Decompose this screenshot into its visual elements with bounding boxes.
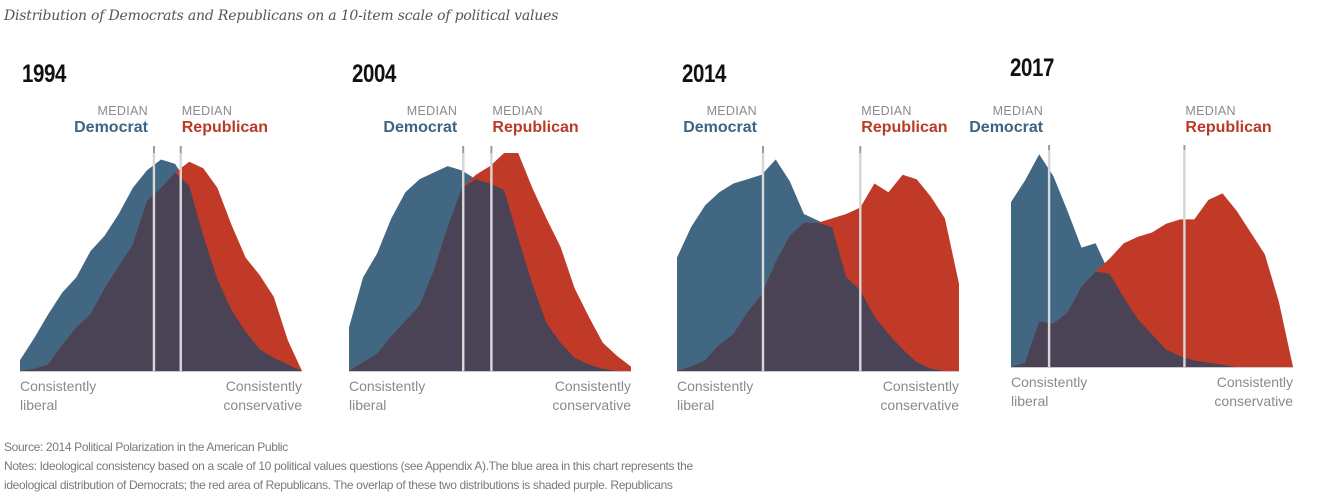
notes-line-1: Notes: Ideological consistency based on … [4, 459, 693, 473]
axis-label-conservative-line1: Consistently [554, 378, 631, 394]
axis-label-conservative: Consistently conservative [521, 377, 631, 415]
axis-label-conservative-line2: conservative [880, 397, 959, 413]
notes-line-2: ideological distribution of Democrats; t… [4, 478, 673, 492]
panel-2017 [1011, 145, 1293, 368]
median-democrat-label: Democrat [683, 119, 757, 136]
footer: Source: 2014 Political Polarization in t… [4, 438, 693, 495]
year-label-1994: 1994 [22, 60, 66, 88]
axis-label-conservative: Consistently conservative [1183, 373, 1293, 411]
median-democrat-caption: MEDIAN [406, 104, 458, 118]
median-democrat-label: Democrat [383, 119, 458, 136]
year-label-2017: 2017 [1010, 54, 1054, 82]
axis-label-conservative-line1: Consistently [225, 378, 302, 394]
overlap-area [1011, 271, 1293, 367]
panel-1994 [20, 146, 302, 372]
chart-title: Distribution of Democrats and Republican… [4, 8, 559, 24]
axis-label-liberal-line2: liberal [1011, 393, 1049, 409]
median-democrat-caption: MEDIAN [706, 104, 757, 118]
median-republican-label: Republican [1185, 119, 1272, 136]
axis-label-conservative: Consistently conservative [849, 377, 959, 415]
axis-label-liberal: Consistently liberal [349, 377, 425, 415]
median-democrat-label: Democrat [969, 119, 1044, 136]
median-democrat-caption: MEDIAN [97, 104, 148, 118]
axis-label-liberal-line1: Consistently [677, 378, 754, 394]
axis-label-conservative-line2: conservative [1214, 393, 1293, 409]
axis-label-liberal-line1: Consistently [1011, 374, 1088, 390]
year-label-2014: 2014 [682, 60, 726, 88]
axis-label-liberal-line2: liberal [677, 397, 715, 413]
axis-label-liberal-line2: liberal [20, 397, 58, 413]
panel-2004 [349, 146, 631, 372]
axis-label-liberal-line1: Consistently [20, 378, 97, 394]
axis-label-conservative: Consistently conservative [192, 377, 302, 415]
axis-label-conservative-line2: conservative [552, 397, 631, 413]
median-republican-caption: MEDIAN [181, 104, 233, 118]
axis-label-conservative-line1: Consistently [1216, 374, 1293, 390]
axis-label-liberal: Consistently liberal [677, 377, 753, 415]
median-republican-label: Republican [181, 119, 268, 136]
source-note: Source: 2014 Political Polarization in t… [4, 440, 288, 454]
axis-label-liberal-line2: liberal [349, 397, 387, 413]
axis-label-liberal: Consistently liberal [20, 377, 96, 415]
median-democrat-label: Democrat [74, 119, 148, 136]
overlap-area [20, 172, 302, 371]
axis-label-liberal: Consistently liberal [1011, 373, 1087, 411]
median-republican-caption: MEDIAN [492, 104, 543, 118]
axis-label-conservative-line1: Consistently [882, 378, 959, 394]
median-republican-label: Republican [861, 119, 948, 136]
median-republican-label: Republican [492, 119, 579, 136]
axis-label-liberal-line1: Consistently [349, 378, 426, 394]
overlap-area [349, 179, 631, 371]
axis-label-conservative-line2: conservative [223, 397, 302, 413]
overlap-area [677, 222, 959, 371]
median-republican-caption: MEDIAN [1185, 104, 1236, 118]
median-republican-caption: MEDIAN [861, 104, 912, 118]
panel-2014 [677, 146, 959, 372]
year-label-2004: 2004 [352, 60, 396, 88]
median-democrat-caption: MEDIAN [992, 104, 1044, 118]
